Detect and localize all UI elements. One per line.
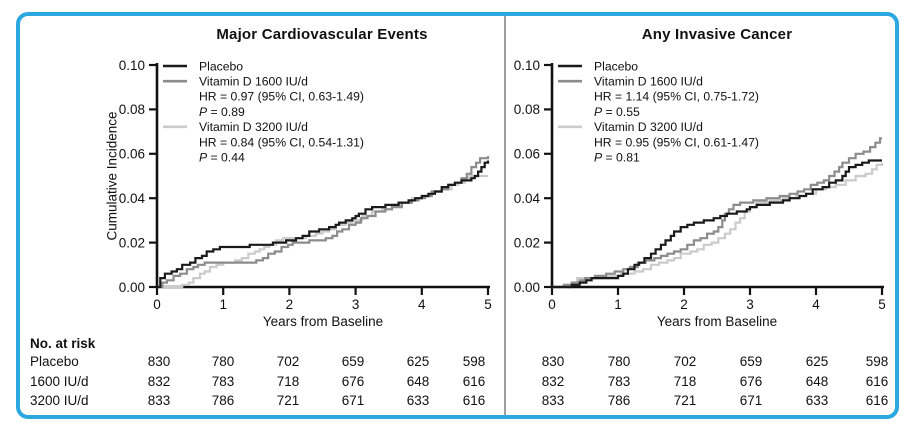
risk-count: 780 [211, 354, 235, 369]
x-tick-label: 0 [153, 297, 161, 312]
legend-text: P = 0.89 [199, 105, 245, 119]
y-tick-label: 0.02 [514, 235, 540, 250]
y-tick-label: 0.08 [119, 102, 145, 117]
risk-count: 780 [607, 354, 631, 369]
legend-text: HR = 0.97 (95% CI, 0.63-1.49) [199, 90, 364, 104]
y-tick-label: 0.00 [119, 280, 145, 295]
curve-d3200 [157, 174, 488, 289]
x-tick-label: 5 [484, 297, 492, 312]
risk-count: 676 [341, 374, 365, 389]
risk-count: 616 [865, 393, 889, 408]
legend-text: Placebo [199, 59, 243, 73]
risk-count: 786 [607, 393, 631, 408]
risk-count: 718 [276, 374, 300, 389]
risk-count: 783 [607, 374, 631, 389]
risk-count: 833 [541, 393, 565, 408]
chart-panel-1: 0.00 0.02 0.04 0.06 0.08 0.10 0 1 2 3 4 5 Placebo Vit… [514, 58, 886, 312]
x-tick-label: 0 [548, 297, 556, 312]
risk-row-label-1600: 1600 IU/d [30, 374, 89, 389]
legend-text: HR = 0.95 (95% CI, 0.61-1.47) [594, 135, 759, 149]
risk-count: 783 [211, 374, 235, 389]
legend-text: HR = 1.14 (95% CI, 0.75-1.72) [594, 90, 759, 104]
x-tick-label: 2 [286, 297, 294, 312]
risk-count: 598 [865, 354, 889, 369]
risk-count: 616 [865, 374, 889, 389]
panel-divider [504, 16, 506, 415]
risk-count: 633 [805, 393, 829, 408]
legend-text: Placebo [594, 59, 638, 73]
legend-text: P = 0.81 [594, 151, 640, 165]
legend-text: Vitamin D 1600 IU/d [199, 75, 308, 89]
y-tick-label: 0.04 [119, 191, 146, 206]
legend-text: Vitamin D 3200 IU/d [594, 120, 703, 134]
x-tick-label: 1 [614, 297, 622, 312]
risk-count: 625 [406, 354, 430, 369]
risk-count: 833 [147, 393, 171, 408]
curve-d1600 [157, 156, 490, 289]
y-tick-label: 0.04 [514, 191, 541, 206]
y-tick-label: 0.10 [119, 58, 145, 73]
legend-text: HR = 0.84 (95% CI, 0.54-1.31) [199, 135, 364, 149]
risk-count: 718 [673, 374, 697, 389]
legend-text: P = 0.55 [594, 105, 640, 119]
x-tick-label: 4 [812, 297, 820, 312]
y-tick-label: 0.08 [514, 102, 540, 117]
risk-count: 659 [341, 354, 365, 369]
risk-count: 832 [147, 374, 171, 389]
risk-count: 659 [739, 354, 763, 369]
risk-count: 598 [462, 354, 486, 369]
curve-d1600 [552, 137, 882, 289]
x-tick-label: 1 [219, 297, 227, 312]
curve-placebo [552, 159, 882, 289]
legend-text: Vitamin D 1600 IU/d [594, 75, 703, 89]
risk-count: 832 [541, 374, 565, 389]
risk-count: 616 [462, 393, 486, 408]
y-tick-label: 0.00 [514, 280, 540, 295]
risk-count: 676 [739, 374, 763, 389]
risk-count: 721 [673, 393, 697, 408]
x-tick-label: 2 [680, 297, 688, 312]
x-tick-label: 5 [878, 297, 886, 312]
chart-title-cancer: Any Invasive Cancer [641, 26, 793, 43]
y-tick-label: 0.02 [119, 235, 145, 250]
risk-count: 625 [805, 354, 829, 369]
risk-count: 702 [276, 354, 300, 369]
legend-text: Vitamin D 3200 IU/d [199, 120, 308, 134]
y-tick-label: 0.06 [119, 147, 145, 162]
curve-placebo [157, 160, 490, 289]
chart-panel-0: 0.00 0.02 0.04 0.06 0.08 0.10 0 1 2 3 4 5 Placebo Vit… [119, 58, 492, 312]
curve-d3200 [552, 162, 884, 289]
y-tick-label: 0.06 [514, 147, 540, 162]
figure-border [16, 12, 899, 419]
risk-table-header: No. at risk [30, 336, 96, 351]
risk-count: 633 [406, 393, 430, 408]
x-axis-label-left: Years from Baseline [262, 314, 384, 329]
risk-count: 786 [211, 393, 235, 408]
chart-title-cardiovascular: Major Cardiovascular Events [216, 26, 428, 43]
x-tick-label: 3 [746, 297, 754, 312]
risk-count: 648 [805, 374, 829, 389]
risk-row-label-3200: 3200 IU/d [30, 393, 89, 408]
x-axis-label-right: Years from Baseline [656, 314, 778, 329]
risk-count: 830 [541, 354, 565, 369]
risk-count: 702 [673, 354, 697, 369]
risk-count: 721 [276, 393, 300, 408]
risk-row-label-placebo: Placebo [30, 354, 79, 369]
risk-count: 671 [341, 393, 365, 408]
y-tick-label: 0.10 [514, 58, 540, 73]
risk-count: 648 [406, 374, 430, 389]
risk-count: 671 [739, 393, 763, 408]
x-tick-label: 4 [418, 297, 426, 312]
risk-count: 616 [462, 374, 486, 389]
x-tick-label: 3 [352, 297, 360, 312]
legend-text: P = 0.44 [199, 151, 245, 165]
risk-count: 830 [147, 354, 171, 369]
